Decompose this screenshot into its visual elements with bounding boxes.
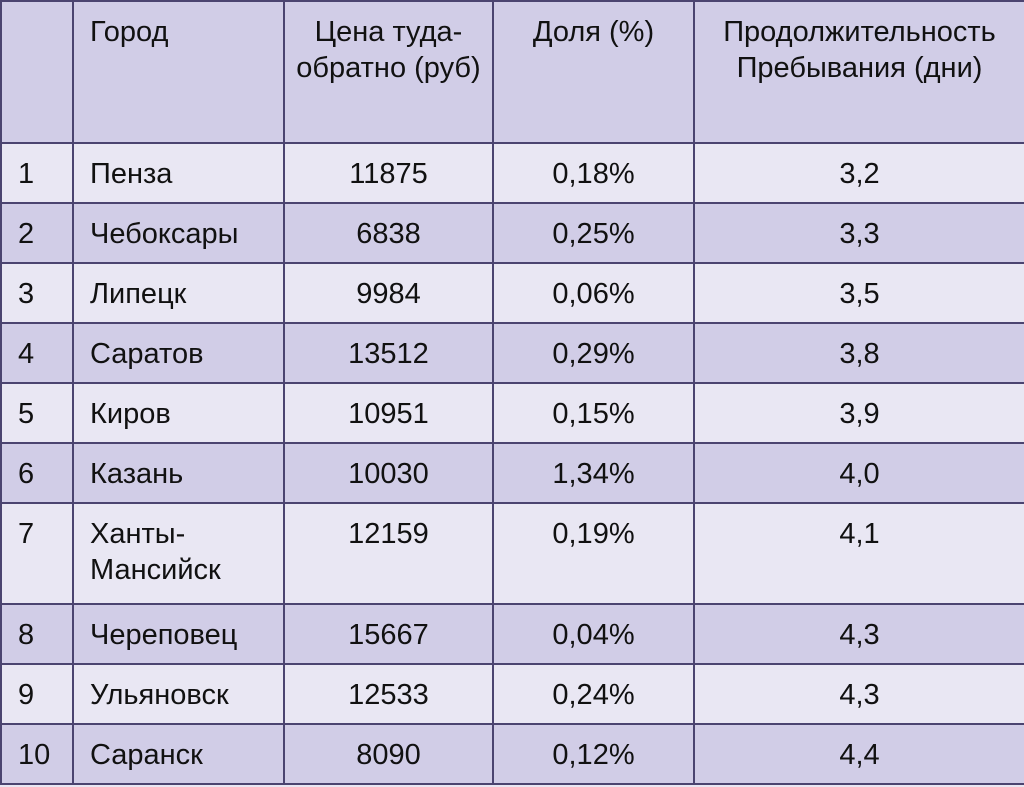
table-cell: 3,3 [693, 202, 1024, 264]
table-cell: 12533 [283, 663, 494, 725]
table-cell: Киров [72, 382, 285, 444]
header-cell: Доля (%) [492, 0, 695, 144]
table-row: 7 Ханты-Мансийск 12159 0,19% 4,1 [0, 502, 1024, 605]
table-cell: 12159 [283, 502, 494, 605]
table-cell: 0,12% [492, 723, 695, 785]
table-cell: 0,06% [492, 262, 695, 324]
table-cell: 4,3 [693, 663, 1024, 725]
table-row: 5 Киров 10951 0,15% 3,9 [0, 382, 1024, 444]
table-cell: 0,19% [492, 502, 695, 605]
table-cell: 0,18% [492, 142, 695, 204]
table-row: 4 Саратов 13512 0,29% 3,8 [0, 322, 1024, 384]
table-cell: 3,8 [693, 322, 1024, 384]
table-cell: 4,3 [693, 603, 1024, 665]
table-body: 1 Пенза 11875 0,18% 3,2 2 Чебоксары 6838 0,25% 3,… [0, 142, 1024, 785]
table-cell: 3,5 [693, 262, 1024, 324]
table-cell: 15667 [283, 603, 494, 665]
table-cell: 3,2 [693, 142, 1024, 204]
table-row: 10 Саранск 8090 0,12% 4,4 [0, 723, 1024, 785]
table-cell: 3,9 [693, 382, 1024, 444]
table-cell: 8 [0, 603, 74, 665]
table-row: 2 Чебоксары 6838 0,25% 3,3 [0, 202, 1024, 264]
header-cell: Цена туда-обратно (руб) [283, 0, 494, 144]
table-cell: 8090 [283, 723, 494, 785]
header-cell [0, 0, 74, 144]
table-cell: Казань [72, 442, 285, 504]
table-cell: 4,4 [693, 723, 1024, 785]
table-cell: 1 [0, 142, 74, 204]
table-cell: 4,0 [693, 442, 1024, 504]
table-row: 8 Череповец 15667 0,04% 4,3 [0, 603, 1024, 665]
table-cell: Череповец [72, 603, 285, 665]
table-cell: 10 [0, 723, 74, 785]
table-cell: 7 [0, 502, 74, 605]
table-cell: 3 [0, 262, 74, 324]
header-row: Город Цена туда-обратно (руб) Доля (%) П… [0, 0, 1024, 144]
table-cell: Ульяновск [72, 663, 285, 725]
table-cell: 13512 [283, 322, 494, 384]
table-cell: 0,15% [492, 382, 695, 444]
table-cell: 0,29% [492, 322, 695, 384]
table-row: 6 Казань 10030 1,34% 4,0 [0, 442, 1024, 504]
table-cell: Саранск [72, 723, 285, 785]
header-cell: Продолжительность Пребывания (дни) [693, 0, 1024, 144]
table-cell: 1,34% [492, 442, 695, 504]
table-row: 3 Липецк 9984 0,06% 3,5 [0, 262, 1024, 324]
table-row: 1 Пенза 11875 0,18% 3,2 [0, 142, 1024, 204]
table-header: Город Цена туда-обратно (руб) Доля (%) П… [0, 0, 1024, 144]
table-cell: Ханты-Мансийск [72, 502, 285, 605]
table-cell: 0,24% [492, 663, 695, 725]
header-cell: Город [72, 0, 285, 144]
table-cell: 4 [0, 322, 74, 384]
table-cell: 6838 [283, 202, 494, 264]
table-cell: 6 [0, 442, 74, 504]
table-cell: Чебоксары [72, 202, 285, 264]
table-cell: 10030 [283, 442, 494, 504]
table-cell: Пенза [72, 142, 285, 204]
table-cell: 5 [0, 382, 74, 444]
table-cell: Саратов [72, 322, 285, 384]
table-cell: 0,04% [492, 603, 695, 665]
table-cell: 4,1 [693, 502, 1024, 605]
table-cell: 0,25% [492, 202, 695, 264]
table-cell: 2 [0, 202, 74, 264]
table-cell: Липецк [72, 262, 285, 324]
table-cell: 9 [0, 663, 74, 725]
table-cell: 11875 [283, 142, 494, 204]
table-row: 9 Ульяновск 12533 0,24% 4,3 [0, 663, 1024, 725]
table-cell: 9984 [283, 262, 494, 324]
table-cell: 10951 [283, 382, 494, 444]
